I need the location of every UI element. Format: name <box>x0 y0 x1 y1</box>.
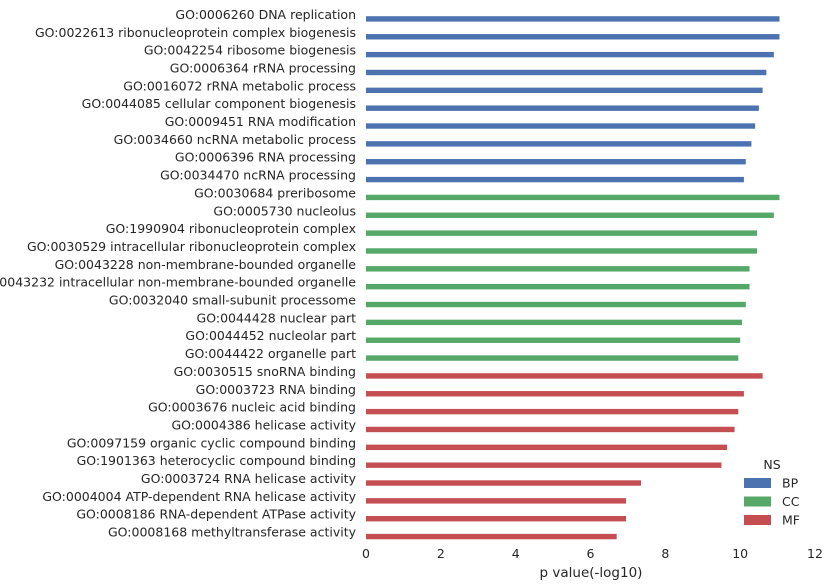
category-label: GO:0003724 RNA helicase activity <box>141 471 357 486</box>
bar-cc <box>366 337 741 343</box>
category-label: GO:0044428 nuclear part <box>197 310 357 325</box>
category-label: GO:0043228 non-membrane-bounded organell… <box>55 257 357 272</box>
bar-mf <box>366 426 735 433</box>
category-label: GO:0006396 RNA processing <box>175 150 356 165</box>
x-tick-label: 4 <box>512 546 520 561</box>
category-label: GO:0030515 snoRNA binding <box>174 364 356 379</box>
bar-mf <box>366 462 722 468</box>
bar-bp <box>366 159 746 165</box>
legend-title: NS <box>763 457 780 472</box>
x-tick-label: 0 <box>362 546 370 561</box>
x-axis-title: p value(-log10) <box>540 565 643 581</box>
bar-cc <box>366 248 758 254</box>
bar-mf <box>366 373 763 379</box>
bar-cc <box>366 212 774 218</box>
bars-group <box>366 16 780 540</box>
bar-bp <box>366 69 767 76</box>
legend-swatch-cc <box>744 496 771 507</box>
legend-label-cc: CC <box>782 494 800 509</box>
category-label: GO:0009451 RNA modification <box>165 114 356 129</box>
x-axis-ticks: 0 2 4 6 8 10 12 <box>362 546 823 561</box>
category-label: GO:0022613 ribonucleoprotein complex bio… <box>35 25 356 40</box>
legend-label-bp: BP <box>782 476 799 491</box>
category-label: GO:0005730 nucleolus <box>213 203 356 218</box>
category-label: GO:0003676 nucleic acid binding <box>148 400 356 415</box>
bar-bp <box>366 176 744 183</box>
legend-items: BP CC MF <box>744 476 800 528</box>
x-tick-label: 10 <box>732 546 748 561</box>
legend-swatch-mf <box>744 515 771 525</box>
bar-mf <box>366 516 627 522</box>
bar-bp <box>366 105 759 111</box>
category-label: GO:0044422 organelle part <box>185 346 356 361</box>
bar-bp <box>366 34 780 40</box>
category-label: GO:0030529 intracellular ribonucleoprote… <box>27 239 356 254</box>
category-label: GO:0008168 methyltransferase activity <box>108 525 357 540</box>
x-tick-label: 8 <box>661 546 669 561</box>
bar-bp <box>366 141 752 147</box>
bar-cc <box>366 230 758 236</box>
category-label: GO:0004004 ATP-dependent RNA helicase ac… <box>42 489 356 504</box>
bar-mf <box>366 444 728 451</box>
bar-mf <box>366 480 642 486</box>
category-label: GO:0044085 cellular component biogenesis <box>82 96 356 111</box>
category-label: GO:0016072 rRNA metabolic process <box>123 78 356 93</box>
x-tick-label: 12 <box>807 546 823 561</box>
category-label: GO:0044452 nucleolar part <box>185 328 356 343</box>
x-tick-label: 6 <box>587 546 595 561</box>
category-label: GO:0006364 rRNA processing <box>170 60 356 75</box>
category-label: GO:0097159 organic cyclic compound bindi… <box>67 435 356 450</box>
category-label: GO:0004386 helicase activity <box>171 417 356 432</box>
bar-bp <box>366 16 780 22</box>
bar-mf <box>366 533 617 540</box>
category-labels: GO:0006260 DNA replication GO:0022613 rib… <box>0 7 357 540</box>
category-label: GO:0003723 RNA binding <box>196 382 356 397</box>
legend-label-mf: MF <box>782 513 800 528</box>
category-label: GO:0043232 intracellular non-membrane-bo… <box>0 275 356 290</box>
category-label: GO:1901363 heterocyclic compound binding <box>77 453 356 468</box>
category-label: GO:0008186 RNA-dependent ATPase activity <box>76 507 356 522</box>
category-label: GO:0032040 small-subunit processome <box>109 293 356 308</box>
legend: NS BP CC MF <box>744 457 800 528</box>
bar-bp <box>366 51 774 58</box>
category-label: GO:0006260 DNA replication <box>175 7 356 22</box>
category-label: GO:0034470 ncRNA processing <box>160 168 356 183</box>
bar-mf <box>366 408 739 415</box>
category-label: GO:0034660 ncRNA metabolic process <box>114 132 356 147</box>
bar-mf <box>366 498 627 504</box>
bar-cc <box>366 266 750 272</box>
bar-bp <box>366 87 763 94</box>
category-label: GO:0030684 preribosome <box>194 185 356 200</box>
bar-cc <box>366 301 746 308</box>
bar-cc <box>366 319 743 326</box>
category-label: GO:1990904 ribonucleoprotein complex <box>106 221 356 236</box>
legend-swatch-bp <box>744 478 771 488</box>
bar-cc <box>366 194 780 201</box>
bar-cc <box>366 283 750 290</box>
bar-bp <box>366 123 756 129</box>
bar-cc <box>366 355 739 361</box>
category-label: GO:0042254 ribosome biogenesis <box>144 43 356 58</box>
x-tick-label: 2 <box>437 546 445 561</box>
bar-mf <box>366 391 744 397</box>
